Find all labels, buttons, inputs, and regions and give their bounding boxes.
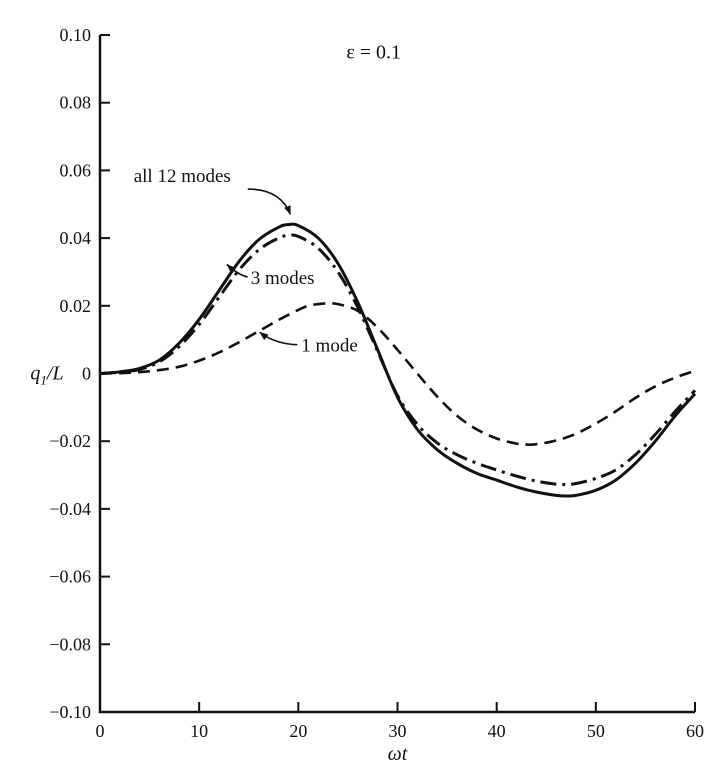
y-tick-label: 0.02 bbox=[60, 296, 92, 316]
x-tick-label: 20 bbox=[289, 721, 307, 741]
y-tick-label: 0.06 bbox=[60, 160, 92, 180]
x-tick-label: 30 bbox=[389, 721, 407, 741]
curve-3-modes bbox=[99, 233, 697, 487]
curve-1-mode bbox=[99, 302, 696, 447]
tick-marks bbox=[99, 34, 696, 713]
label-1-mode-arrow bbox=[259, 331, 298, 346]
epsilon-label: ε = 0.1 bbox=[346, 42, 401, 64]
tick-labels: 0.10 0.08 0.06 0.04 0.02 0 −0.02 −0.04 −0.06 −0.0… bbox=[49, 25, 704, 741]
label-all-12-modes-arrow bbox=[247, 188, 292, 215]
y-tick-label: 0.04 bbox=[60, 228, 92, 248]
curves bbox=[99, 222, 697, 498]
x-tick-label: 0 bbox=[96, 721, 105, 741]
x-axis-label: ωt bbox=[388, 743, 408, 765]
x-tick-label: 10 bbox=[190, 721, 208, 741]
annotations: ε = 0.1 all 12 modes 3 modes 1 mode bbox=[134, 42, 401, 357]
x-tick-label: 50 bbox=[587, 721, 605, 741]
axis-labels: q1/L ωt bbox=[30, 363, 407, 766]
y-tick-label: −0.02 bbox=[49, 431, 91, 451]
axes bbox=[98, 35, 695, 714]
label-3-modes-arrow bbox=[226, 263, 248, 278]
axis-lines bbox=[98, 35, 695, 714]
curve-all-12-modes bbox=[99, 222, 697, 498]
label-1-mode: 1 mode bbox=[301, 335, 357, 356]
y-tick-label: −0.04 bbox=[49, 499, 91, 519]
y-tick-label: −0.10 bbox=[49, 702, 91, 722]
y-tick-label: −0.06 bbox=[49, 567, 91, 587]
x-tick-label: 60 bbox=[686, 721, 704, 741]
label-all-12-modes: all 12 modes bbox=[134, 166, 231, 187]
y-tick-label: −0.08 bbox=[49, 634, 91, 654]
label-3-modes: 3 modes bbox=[251, 268, 315, 289]
y-tick-label: 0 bbox=[82, 364, 91, 384]
y-axis-label: q1/L bbox=[30, 363, 63, 388]
x-tick-label: 40 bbox=[488, 721, 506, 741]
y-tick-label: 0.08 bbox=[60, 93, 92, 113]
y-tick-label: 0.10 bbox=[60, 25, 92, 45]
